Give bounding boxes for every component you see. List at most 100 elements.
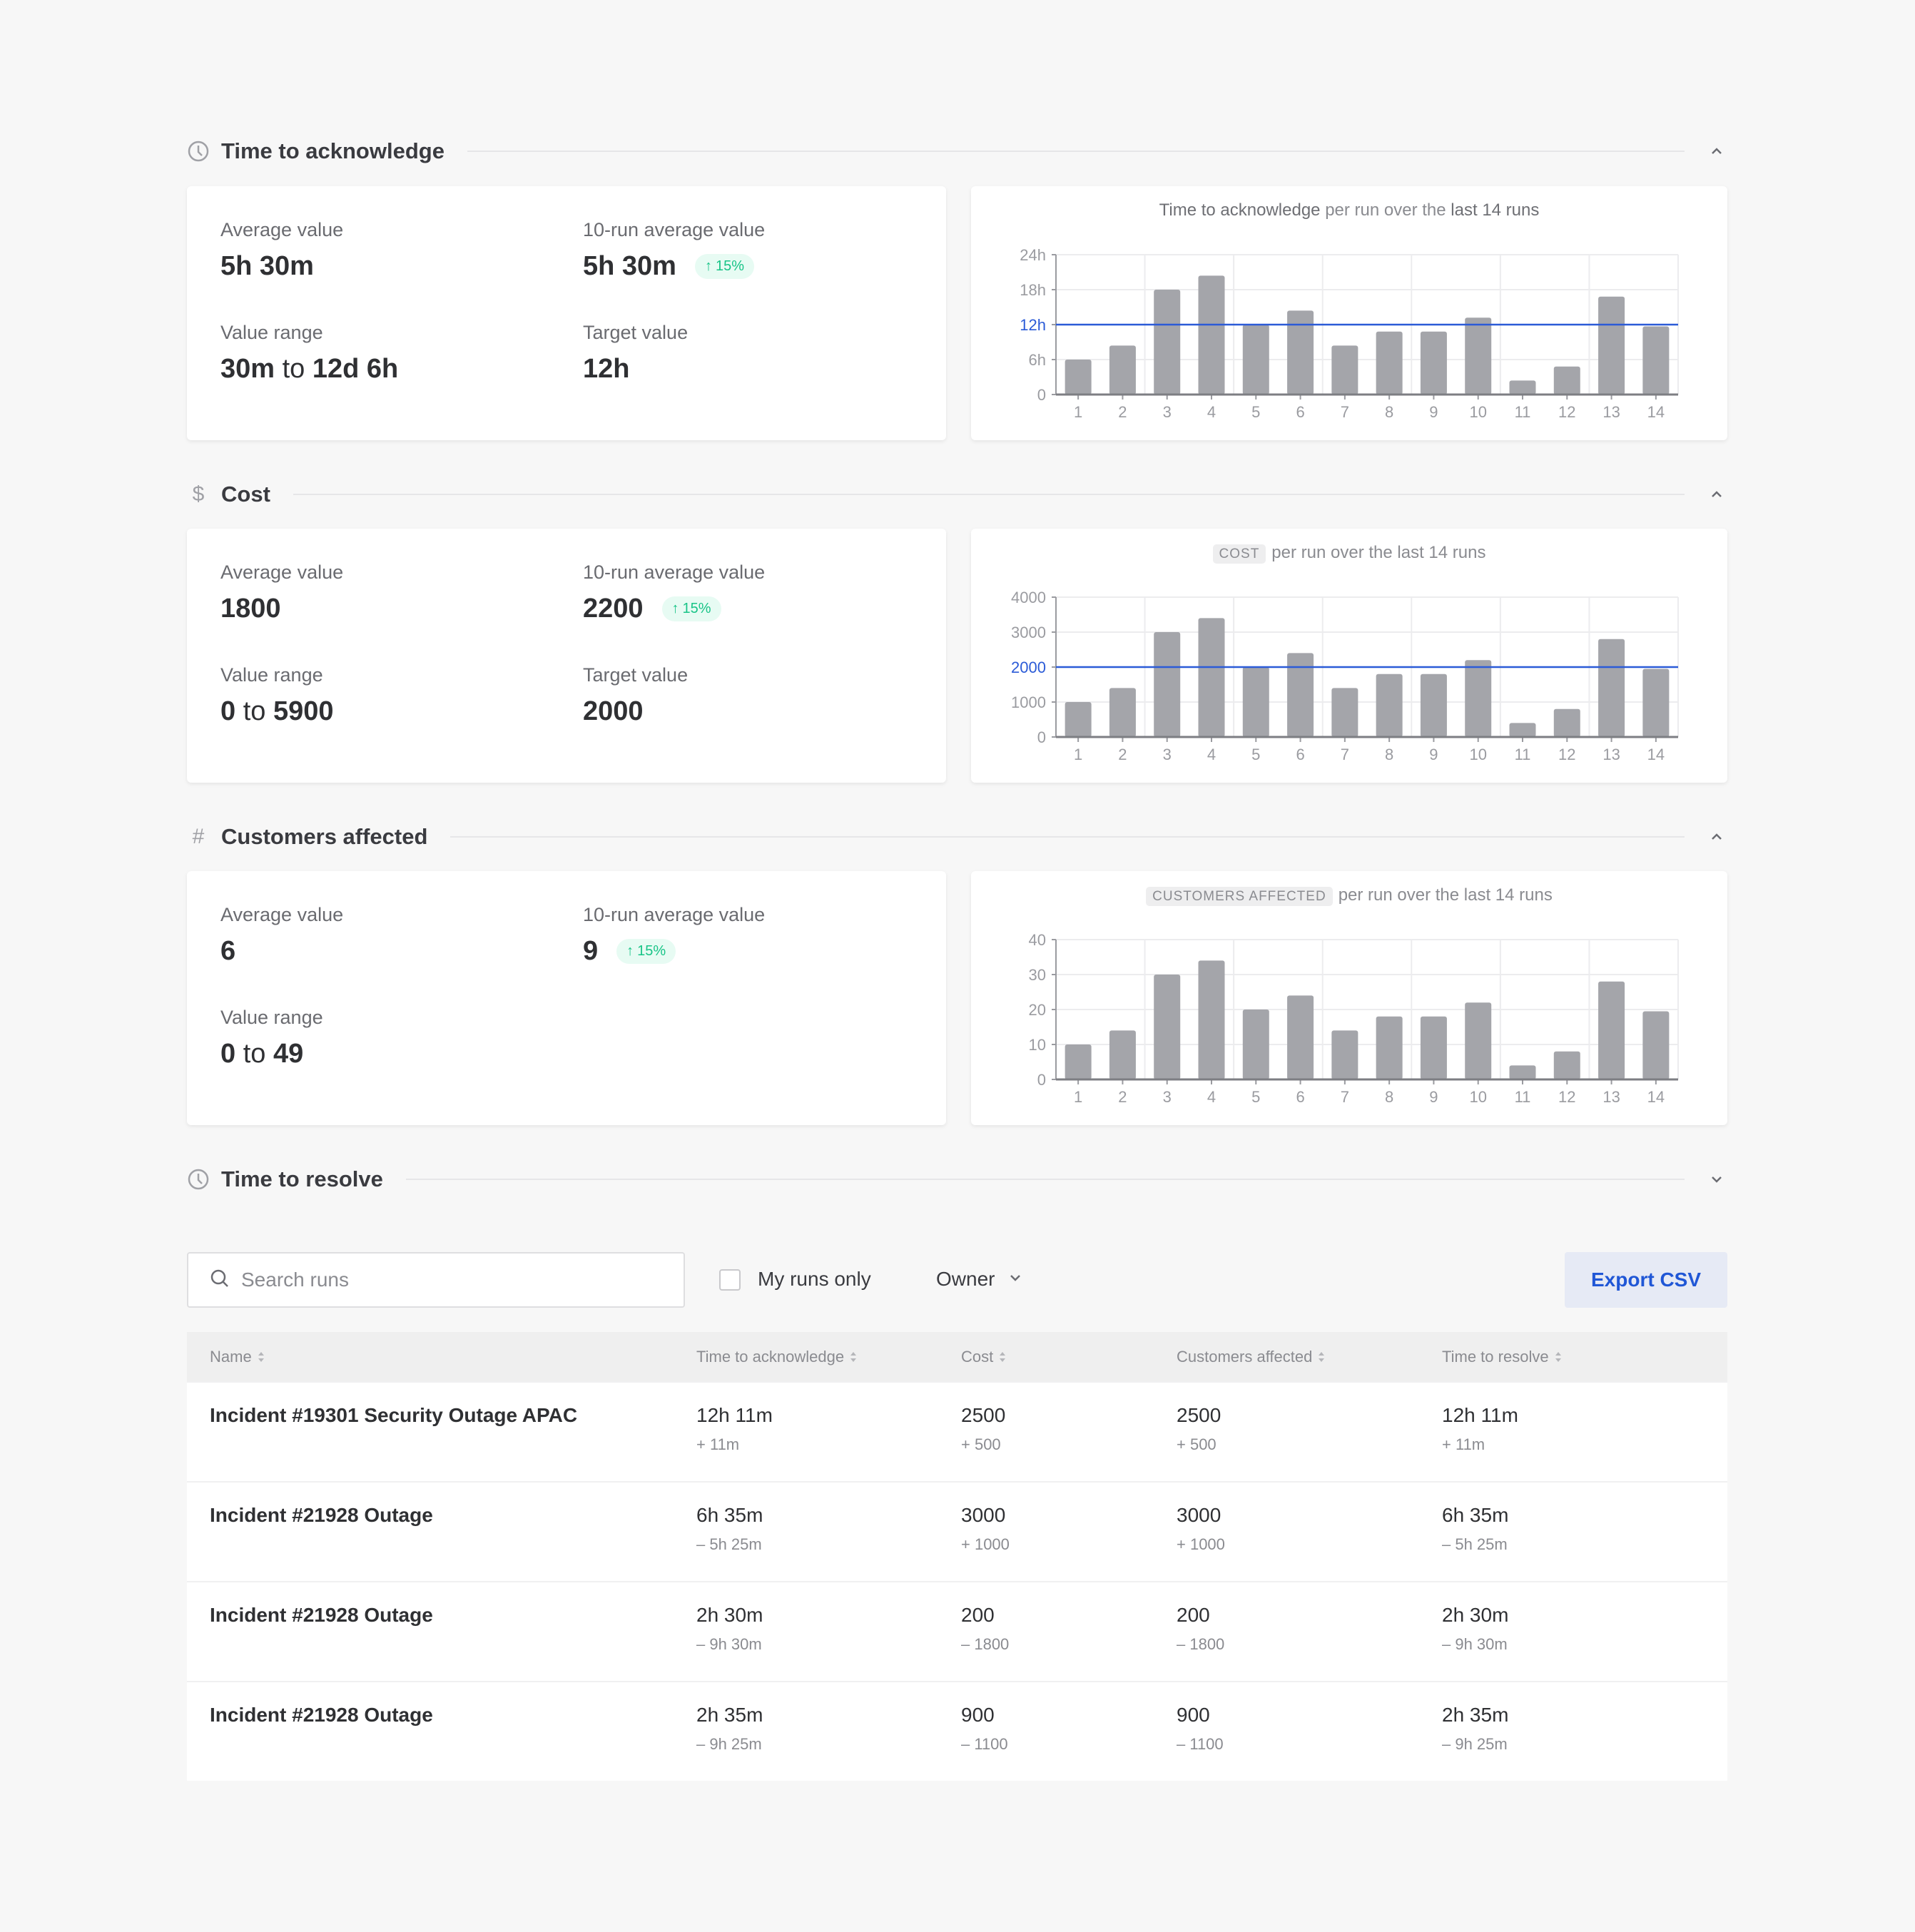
- x-tick-label: 7: [1341, 746, 1349, 763]
- x-tick-label: 7: [1341, 403, 1349, 421]
- cell-value: 900: [1177, 1704, 1210, 1726]
- x-tick-label: 9: [1429, 1088, 1438, 1106]
- section-title: Cost: [221, 482, 270, 507]
- dollar-icon: $: [192, 482, 205, 506]
- run-name[interactable]: Incident #21928 Outage: [210, 1704, 433, 1726]
- x-tick-label: 11: [1515, 1088, 1531, 1106]
- sort-icon: [1319, 1352, 1325, 1362]
- chevron-down-icon[interactable]: [1706, 1169, 1727, 1190]
- search-placeholder: Search runs: [241, 1268, 349, 1291]
- bar: [1553, 1051, 1580, 1079]
- metric-target: Target value 2000: [583, 664, 688, 727]
- column-header-cost[interactable]: Cost: [961, 1348, 1006, 1366]
- run-name[interactable]: Incident #19301 Security Outage APAC: [210, 1404, 578, 1426]
- cell: 3000 + 1000: [961, 1504, 1010, 1554]
- search-input[interactable]: Search runs: [187, 1252, 685, 1308]
- column-header-name[interactable]: Name: [210, 1348, 265, 1366]
- change-badge: ↑ 15%: [661, 596, 721, 621]
- x-tick-label: 9: [1429, 403, 1438, 421]
- x-tick-label: 7: [1341, 1088, 1349, 1106]
- metric-label: Average value: [220, 904, 344, 925]
- y-tick-label: 4000: [1011, 589, 1046, 606]
- export-csv-button[interactable]: Export CSV: [1565, 1252, 1727, 1308]
- chart-title-middle: per run over the: [1325, 200, 1446, 220]
- y-tick-label: 12h: [1020, 316, 1046, 334]
- bar: [1598, 981, 1625, 1079]
- column-header-customers-affected[interactable]: Customers affected: [1177, 1348, 1325, 1366]
- my-runs-only-checkbox[interactable]: [719, 1269, 741, 1291]
- y-tick-label: 2000: [1011, 659, 1046, 676]
- divider: [405, 1179, 1685, 1180]
- metric-label: 10-run average value: [583, 561, 766, 583]
- metric-value-range: Value range 30m to 12d 6h: [220, 322, 398, 385]
- my-runs-only-label[interactable]: My runs only: [758, 1268, 871, 1290]
- table-row[interactable]: Incident #21928 Outage 2h 30m – 9h 30m 200 –…: [187, 1581, 1727, 1681]
- chevron-up-icon[interactable]: [1706, 484, 1727, 505]
- cell-name: Incident #21928 Outage: [210, 1704, 433, 1727]
- run-name[interactable]: Incident #21928 Outage: [210, 1504, 433, 1526]
- cell: 2h 30m – 9h 30m: [1442, 1604, 1508, 1654]
- column-header-time-to-resolve[interactable]: Time to resolve: [1442, 1348, 1562, 1366]
- cell-delta: – 1100: [1177, 1735, 1224, 1753]
- metric-label: Value range: [220, 1007, 323, 1028]
- range-to-word: to: [243, 696, 266, 726]
- x-tick-label: 9: [1429, 746, 1438, 763]
- metric-label: Target value: [583, 664, 689, 686]
- range-to-word: to: [282, 354, 305, 384]
- cell-value: 3000: [961, 1504, 1006, 1526]
- bar: [1331, 688, 1358, 737]
- cell: 6h 35m – 5h 25m: [1442, 1504, 1508, 1554]
- bar: [1109, 1030, 1136, 1079]
- chart-title-rest: per run over the last 14 runs: [1338, 885, 1553, 905]
- metric-value: 6: [220, 936, 236, 966]
- bar: [1376, 1016, 1403, 1079]
- cell-delta: – 5h 25m: [696, 1535, 762, 1553]
- y-tick-label: 0: [1037, 1071, 1046, 1089]
- x-tick-label: 8: [1385, 403, 1393, 421]
- column-header-time-to-acknowledge[interactable]: Time to acknowledge: [696, 1348, 857, 1366]
- arrow-up-icon: ↑: [626, 943, 634, 959]
- run-name[interactable]: Incident #21928 Outage: [210, 1604, 433, 1626]
- x-tick-label: 14: [1647, 1088, 1665, 1106]
- cell-value: 200: [961, 1604, 995, 1626]
- bar: [1642, 326, 1670, 395]
- change-badge: ↑ 15%: [694, 254, 754, 279]
- cell: 12h 11m + 11m: [1442, 1404, 1518, 1454]
- section-header-cost: $ Cost: [187, 479, 1727, 510]
- x-tick-label: 2: [1118, 1088, 1127, 1106]
- table-row[interactable]: Incident #21928 Outage 2h 35m – 9h 25m 900 –…: [187, 1681, 1727, 1781]
- x-tick-label: 14: [1647, 746, 1665, 763]
- chart-metric-tag: COST: [1212, 544, 1266, 564]
- metric-10-run-average: 10-run average value 5h 30m ↑ 15%: [583, 219, 765, 282]
- cell-value: 12h 11m: [1442, 1404, 1518, 1426]
- bar: [1376, 673, 1403, 737]
- cell-delta: + 500: [961, 1435, 1001, 1453]
- metric-value-range: Value range 0 to 49: [220, 1007, 323, 1069]
- bar: [1553, 366, 1580, 395]
- metrics-card-customers-affected: Average value 6 10-run average value 9 ↑ 1…: [187, 871, 946, 1125]
- bar: [1509, 723, 1536, 737]
- table-row[interactable]: Incident #21928 Outage 6h 35m – 5h 25m 3000…: [187, 1481, 1727, 1581]
- chevron-up-icon[interactable]: [1706, 141, 1727, 162]
- change-badge: ↑ 15%: [616, 939, 676, 964]
- header-label: Customers affected: [1177, 1348, 1313, 1366]
- table-row[interactable]: Incident #19301 Security Outage APAC 12h …: [187, 1381, 1727, 1481]
- bar: [1242, 667, 1269, 737]
- bar: [1642, 668, 1670, 737]
- metric-label: Average value: [220, 561, 344, 583]
- chevron-up-icon[interactable]: [1706, 826, 1727, 848]
- chart-metric-tag: CUSTOMERS AFFECTED: [1146, 887, 1333, 906]
- owner-dropdown[interactable]: Owner: [936, 1268, 1023, 1291]
- metric-label: 10-run average value: [583, 904, 766, 925]
- y-tick-label: 30: [1029, 966, 1046, 984]
- section-title: Time to acknowledge: [221, 138, 445, 163]
- metric-value: 2200: [583, 594, 644, 624]
- bar: [1109, 688, 1136, 737]
- bar: [1465, 317, 1492, 395]
- x-tick-label: 8: [1385, 1088, 1393, 1106]
- x-tick-label: 3: [1163, 746, 1172, 763]
- metric-average: Average value 1800: [220, 561, 343, 624]
- cell-value: 200: [1177, 1604, 1210, 1626]
